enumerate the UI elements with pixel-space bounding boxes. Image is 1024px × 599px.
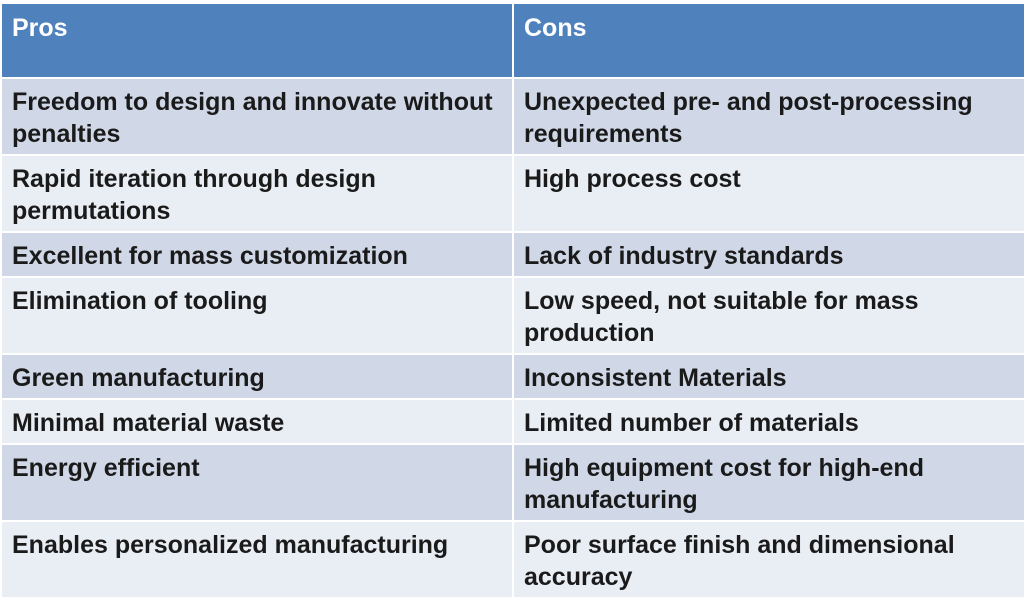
cons-cell: Limited number of materials [512, 398, 1024, 445]
table-row: Excellent for mass customization Lack of… [0, 231, 1024, 278]
pros-cell: Freedom to design and innovate without p… [0, 77, 514, 156]
cons-cell: High equipment cost for high-end manufac… [512, 443, 1024, 522]
pros-cell: Excellent for mass customization [0, 231, 514, 278]
table-row: Rapid iteration through design permutati… [0, 154, 1024, 233]
cons-cell: Low speed, not suitable for mass product… [512, 276, 1024, 355]
table-row: Elimination of tooling Low speed, not su… [0, 276, 1024, 355]
table-row: Minimal material waste Limited number of… [0, 398, 1024, 445]
pros-cell: Energy efficient [0, 443, 514, 522]
cons-cell: High process cost [512, 154, 1024, 233]
cons-cell: Inconsistent Materials [512, 353, 1024, 400]
cons-cell: Poor surface finish and dimensional accu… [512, 520, 1024, 599]
table-header: Pros Cons [0, 2, 1024, 79]
pros-cell: Minimal material waste [0, 398, 514, 445]
pros-cell: Green manufacturing [0, 353, 514, 400]
table-row: Enables personalized manufacturing Poor … [0, 520, 1024, 599]
table-row: Green manufacturing Inconsistent Materia… [0, 353, 1024, 400]
pros-cell: Elimination of tooling [0, 276, 514, 355]
cons-column-header: Cons [512, 2, 1024, 79]
header-row: Pros Cons [0, 2, 1024, 79]
pros-cell: Rapid iteration through design permutati… [0, 154, 514, 233]
table-row: Freedom to design and innovate without p… [0, 77, 1024, 156]
pros-column-header: Pros [0, 2, 514, 79]
pros-cell: Enables personalized manufacturing [0, 520, 514, 599]
table-body: Freedom to design and innovate without p… [0, 77, 1024, 599]
table-row: Energy efficient High equipment cost for… [0, 443, 1024, 522]
cons-cell: Unexpected pre- and post-processing requ… [512, 77, 1024, 156]
cons-cell: Lack of industry standards [512, 231, 1024, 278]
